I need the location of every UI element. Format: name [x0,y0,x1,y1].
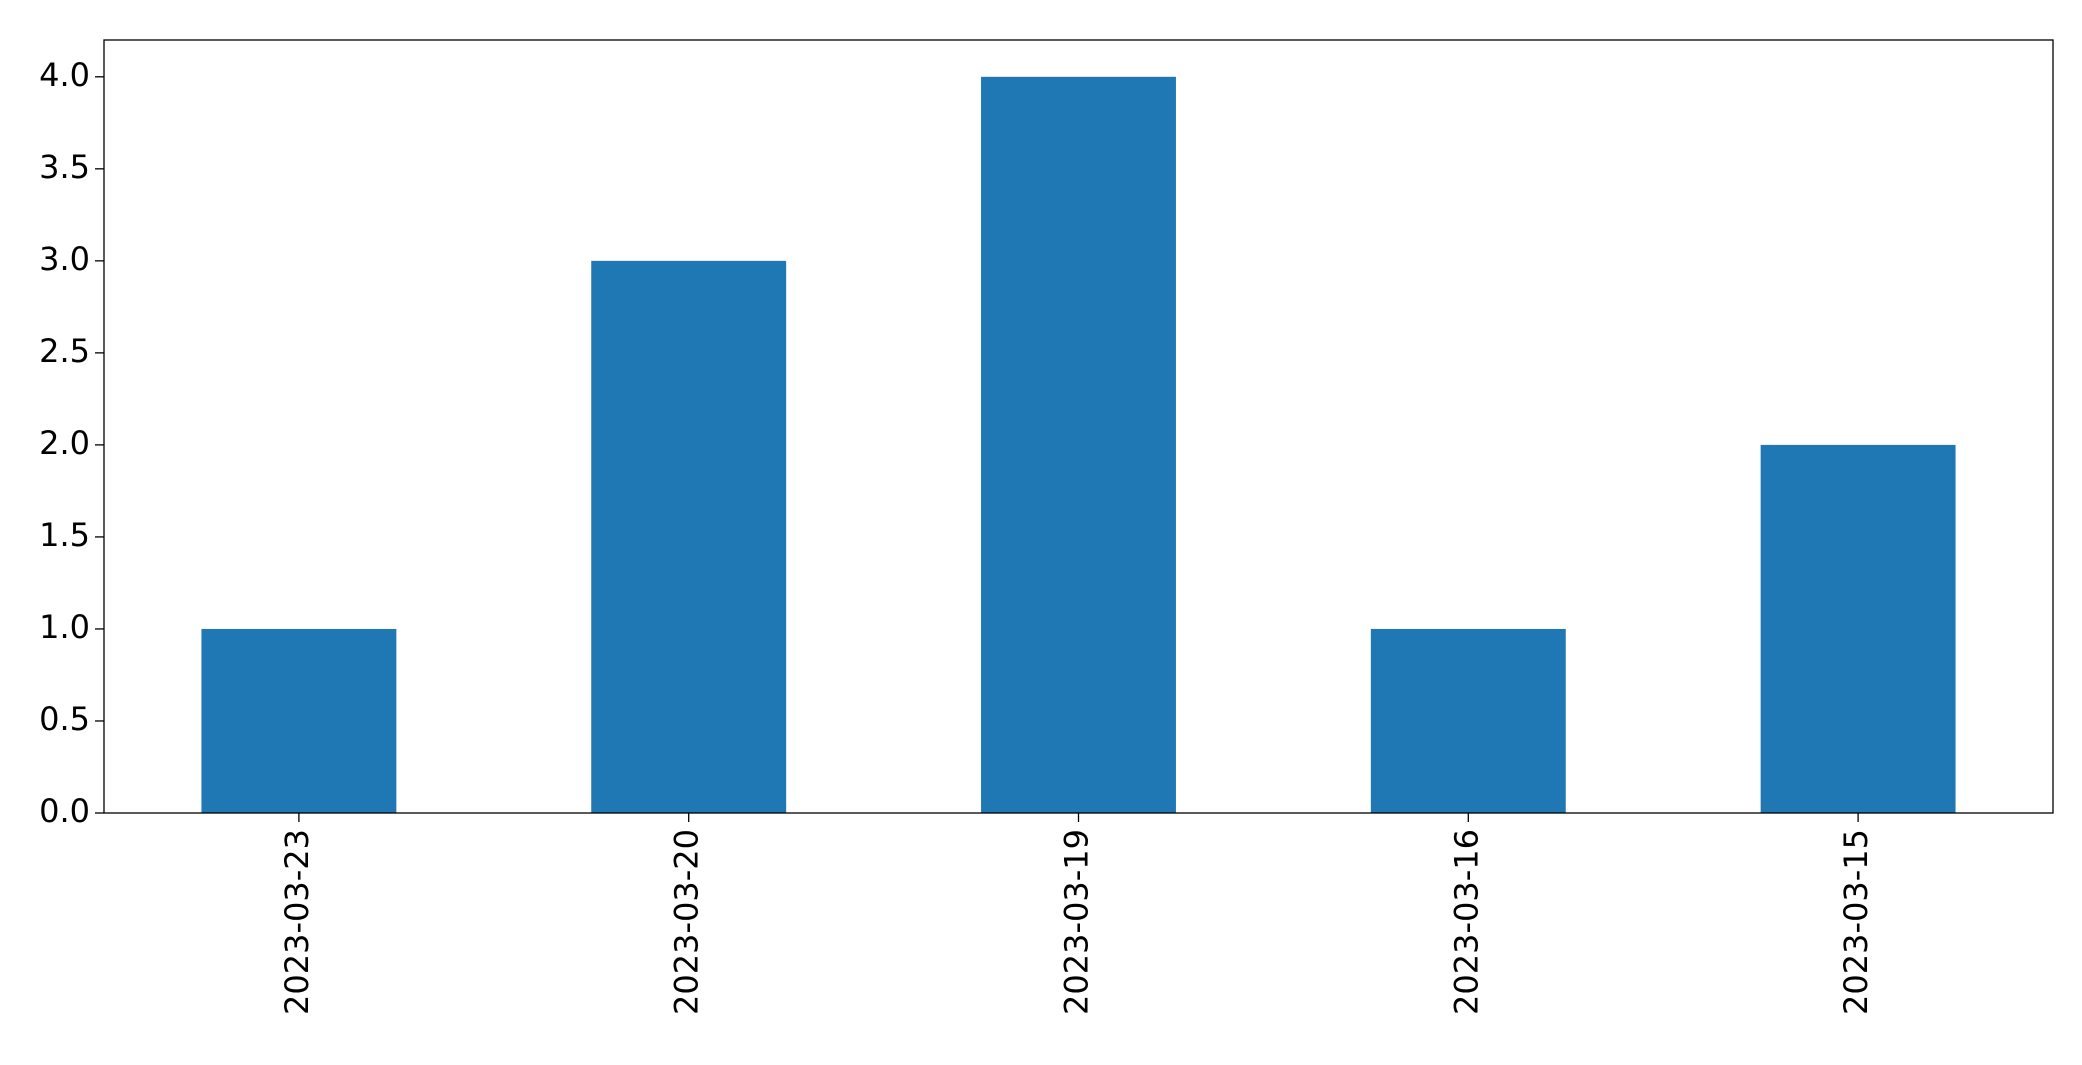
x-tick-label: 2023-03-19 [1058,829,1096,1015]
y-tick-label: 0.0 [39,792,90,830]
y-tick-label: 0.5 [39,700,90,738]
bar [1370,628,1566,813]
bar [201,628,397,813]
plot-frame [103,39,2054,814]
x-tick-label: 2023-03-16 [1447,829,1485,1015]
x-tick-label: 2023-03-20 [668,829,706,1015]
y-tick-label: 3.5 [39,148,90,186]
bar [591,260,787,813]
x-tick-label: 2023-03-15 [1837,829,1875,1015]
bar [981,76,1176,814]
x-tick-label: 2023-03-23 [278,829,316,1015]
y-tick-label: 1.0 [39,608,90,646]
bar [1760,444,1956,813]
y-tick-label: 1.5 [39,516,90,554]
y-tick-label: 2.5 [39,332,90,370]
y-tick-label: 2.0 [39,424,90,462]
y-tick-label: 3.0 [39,240,90,278]
y-tick-label: 4.0 [39,56,90,94]
